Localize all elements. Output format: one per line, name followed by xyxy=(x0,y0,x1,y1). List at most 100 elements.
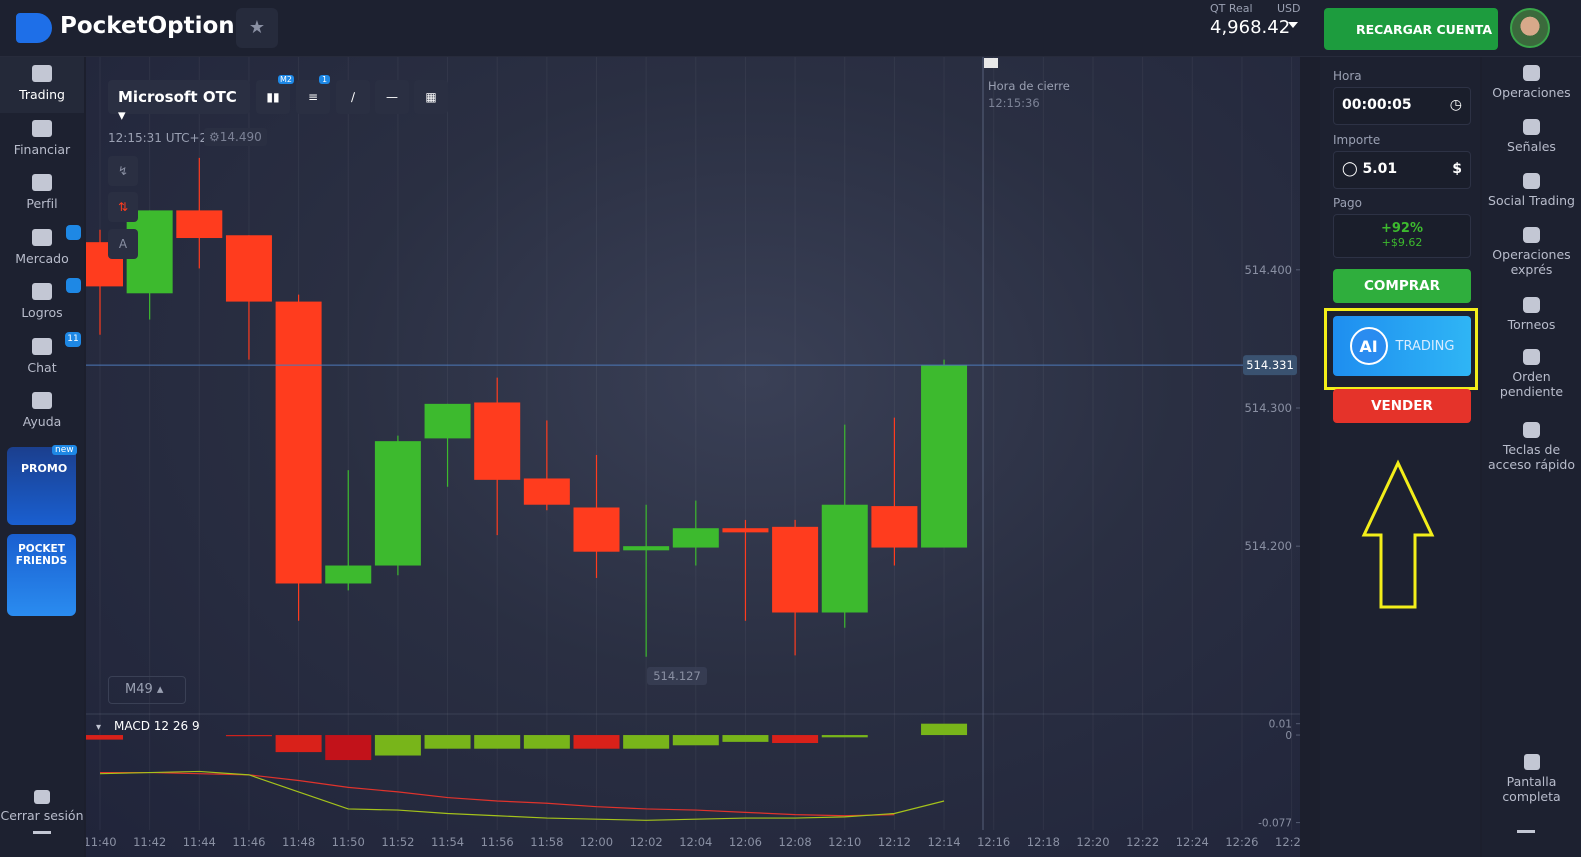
currency: USD xyxy=(1277,2,1301,15)
right-nav-label: Social Trading xyxy=(1488,193,1575,208)
nav-item[interactable]: Financiar xyxy=(0,119,84,157)
chart: Hora de cierre 12:15:36 11:40 11:42 11:44 1… xyxy=(86,57,1300,849)
nav-item[interactable]: Perfil xyxy=(0,174,84,211)
macd-line xyxy=(100,771,895,817)
right-nav-item[interactable]: Operaciones xyxy=(1482,65,1581,100)
current-price-label: 514.331 xyxy=(1246,358,1294,372)
y-tick-label: -0.077 xyxy=(1258,818,1292,830)
right-nav-item[interactable]: Señales xyxy=(1482,119,1581,154)
x-tick-label: 12:28 xyxy=(1275,835,1300,849)
collapse-arrow[interactable] xyxy=(33,831,51,834)
avatar[interactable] xyxy=(1510,8,1550,48)
sell-button[interactable]: VENDER xyxy=(1333,389,1471,423)
price-tag-value: 14.490 xyxy=(219,130,262,144)
payout-percent: +92% xyxy=(1380,221,1423,236)
x-tick-label: 12:06 xyxy=(729,835,762,849)
sell-label: VENDER xyxy=(1371,398,1433,414)
histogram-bar xyxy=(623,735,670,749)
right-nav-icon xyxy=(1523,349,1540,365)
ai-trading-button[interactable]: AI TRADING xyxy=(1333,316,1471,376)
current-price-box xyxy=(1243,355,1297,376)
payout-label: Pago xyxy=(1333,196,1363,210)
x-tick-label: 12:02 xyxy=(630,835,663,849)
logo-icon xyxy=(16,13,52,43)
amount-value: 5.01 xyxy=(1362,161,1398,177)
time-value: 00:00:05 xyxy=(1342,97,1412,113)
right-nav-item[interactable]: Social Trading xyxy=(1482,173,1581,208)
nav-item[interactable]: Ayuda xyxy=(0,392,84,429)
chart-type-button[interactable]: M2 ▮▮ xyxy=(256,75,294,114)
logout[interactable]: Cerrar sesión xyxy=(0,790,84,823)
x-tick-label: 12:04 xyxy=(679,835,712,849)
fullscreen[interactable]: Pantalla completa xyxy=(1482,754,1581,804)
histogram-bar xyxy=(772,735,819,744)
candle-body xyxy=(176,210,223,239)
y-tick-label: 0.01 xyxy=(1269,719,1292,731)
right-nav-icon xyxy=(1523,422,1540,438)
x-tick-label: 11:56 xyxy=(481,835,514,849)
tool-button[interactable]: ⇅ xyxy=(108,192,138,222)
notification-badge xyxy=(66,225,81,240)
promo-card[interactable]: POCKET FRIENDS xyxy=(7,534,76,616)
histogram-bar xyxy=(573,735,620,749)
right-nav-icon xyxy=(1523,173,1540,189)
y-tick-label: 0 xyxy=(1285,730,1292,742)
nav-label: Trading xyxy=(19,87,65,102)
right-nav-label: Operaciones xyxy=(1492,85,1571,100)
favorite-button[interactable]: ★ xyxy=(236,8,278,48)
promo-label: POCKET FRIENDS xyxy=(15,543,68,567)
asset-selector[interactable]: Microsoft OTC ▾ xyxy=(108,80,250,124)
timeframe-badge: M2 xyxy=(278,75,294,84)
deposit-button[interactable]: RECARGAR CUENTA xyxy=(1324,8,1498,50)
nav-label: Perfil xyxy=(26,196,58,211)
y-tick-label: 514.300 xyxy=(1244,401,1292,415)
candle-body xyxy=(821,504,868,613)
amount-label: Importe xyxy=(1333,133,1381,147)
nav-item[interactable]: Chat 11 xyxy=(0,331,84,375)
time-input[interactable]: 00:00:05 ◷ xyxy=(1333,87,1471,125)
nav-item[interactable]: Mercado xyxy=(0,228,84,266)
histogram-bar xyxy=(523,735,570,749)
promo-card[interactable]: new PROMO xyxy=(7,445,77,525)
nav-item[interactable]: Trading xyxy=(0,65,84,102)
buy-button[interactable]: COMPRAR xyxy=(1333,269,1471,303)
logo[interactable]: PocketOption xyxy=(60,13,235,39)
right-nav-label: Teclas de acceso rápido xyxy=(1487,442,1576,472)
right-nav-icon xyxy=(1523,119,1540,135)
right-nav-item[interactable]: Orden pendiente xyxy=(1482,349,1581,399)
tool-button[interactable]: A xyxy=(108,229,138,259)
candle-body xyxy=(374,441,421,566)
right-nav-item[interactable]: Torneos xyxy=(1482,297,1581,332)
nav-icon xyxy=(32,392,52,409)
candle-body xyxy=(921,365,968,548)
trade-panel: Hora 00:00:05 ◷ Importe ◯ 5.01 $ Pago +92%… xyxy=(1320,57,1480,857)
x-tick-label: 11:54 xyxy=(431,835,464,849)
price-tag: ⚙14.490 xyxy=(204,128,267,146)
right-nav-item[interactable]: Operaciones exprés xyxy=(1482,227,1581,277)
right-nav-item[interactable]: Teclas de acceso rápido xyxy=(1482,422,1581,472)
tool-button[interactable]: ↯ xyxy=(108,156,138,186)
right-nav: Pantalla completa Operaciones Señales Soci… xyxy=(1482,57,1581,857)
nav-item[interactable]: Logros xyxy=(0,283,84,320)
candle-body xyxy=(672,528,719,548)
drawing-button[interactable]: ∕ xyxy=(336,80,370,114)
layout-button[interactable]: ▦ xyxy=(414,80,448,114)
histogram-bar xyxy=(672,735,719,746)
nav-icon xyxy=(32,119,52,137)
balance[interactable]: 4,968.42 xyxy=(1210,17,1291,38)
candle-body xyxy=(573,507,620,552)
zoom-selector[interactable]: M49 ▴ xyxy=(108,676,186,704)
right-nav-icon xyxy=(1523,227,1540,243)
x-tick-label: 11:50 xyxy=(332,835,365,849)
amount-input[interactable]: ◯ 5.01 $ xyxy=(1333,151,1471,189)
closing-flag xyxy=(984,58,998,68)
x-tick-label: 11:52 xyxy=(381,835,414,849)
indicators-button[interactable]: 1 ≡ xyxy=(296,75,331,114)
right-nav-label: Operaciones exprés xyxy=(1492,247,1571,277)
line-button[interactable]: — xyxy=(375,80,409,114)
closing-label: Hora de cierre xyxy=(988,79,1070,93)
notification-badge xyxy=(66,278,81,293)
histogram-bar xyxy=(424,735,471,749)
histogram-bar xyxy=(722,735,769,742)
